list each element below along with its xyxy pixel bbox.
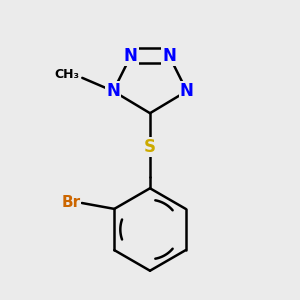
Text: CH₃: CH₃ (54, 68, 79, 81)
Text: N: N (106, 82, 120, 100)
Text: N: N (180, 82, 194, 100)
Text: N: N (162, 47, 176, 65)
Text: S: S (144, 138, 156, 156)
Text: N: N (124, 47, 138, 65)
Text: Br: Br (61, 196, 80, 211)
